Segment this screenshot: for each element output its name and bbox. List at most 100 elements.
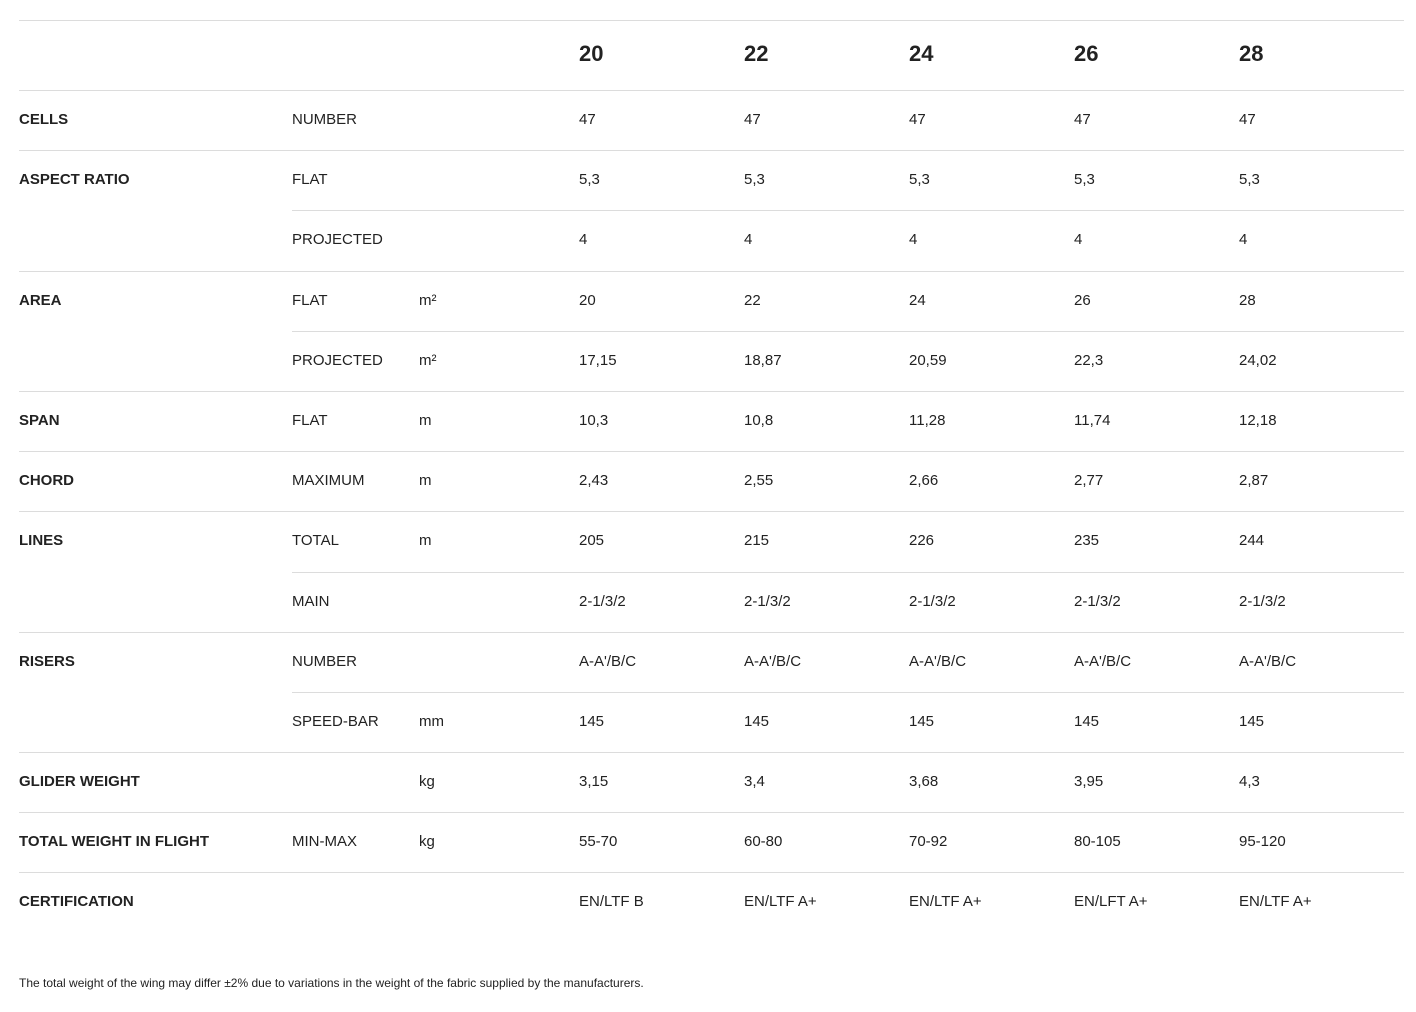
table-body: CELLS NUMBER 47 47 47 47 47 ASPECT RATIO FLAT 5,3… (19, 90, 1404, 933)
row-group-label: CELLS (19, 111, 69, 128)
divider (292, 571, 1404, 573)
value-cell: 4 (1239, 231, 1248, 249)
row-unit: m (419, 532, 432, 550)
row-group-label: ASPECT RATIO (19, 171, 130, 189)
value-cell: 145 (579, 712, 605, 730)
row-unit: mm (419, 712, 444, 730)
divider (19, 511, 1404, 513)
row-label: MAIN (292, 592, 330, 610)
value-cell: 47 (744, 111, 761, 128)
divider (19, 90, 1404, 91)
value-cell: 47 (1239, 111, 1256, 128)
row-group-label: GLIDER WEIGHT (19, 773, 140, 791)
value-cell: 2,77 (1074, 472, 1104, 490)
value-cell: 47 (909, 111, 926, 128)
value-cell: 80-105 (1074, 833, 1121, 851)
value-cell: EN/LFT A+ (1074, 893, 1148, 911)
table-row: MAIN 2-1/3/2 2-1/3/2 2-1/3/2 2-1/3/2 2-1/3/2 (19, 571, 1404, 632)
value-cell: 2-1/3/2 (909, 592, 956, 610)
value-cell: 55-70 (579, 833, 618, 851)
table-row: LINES TOTAL m 205 215 226 235 244 (19, 511, 1404, 571)
value-cell: 24 (909, 291, 926, 309)
row-unit: m (419, 411, 432, 429)
row-label: MIN-MAX (292, 833, 357, 851)
value-cell: 20,59 (909, 351, 947, 369)
row-label: PROJECTED (292, 351, 383, 369)
row-unit: m² (419, 291, 437, 309)
value-cell: 22 (744, 291, 761, 309)
value-cell: A-A'/B/C (1239, 652, 1297, 670)
row-unit: kg (419, 773, 435, 791)
value-cell: 12,18 (1239, 411, 1277, 429)
value-cell: 3,4 (744, 773, 765, 791)
row-group-label: CERTIFICATION (19, 893, 134, 911)
value-cell: 2-1/3/2 (579, 592, 626, 610)
value-cell: EN/LTF A+ (1239, 893, 1312, 911)
row-label: NUMBER (292, 111, 358, 128)
value-cell: 2,43 (579, 472, 609, 490)
specs-table: 20 22 24 26 28 CELLS NUMBER 47 47 47 47 47 ASPE… (19, 20, 1404, 933)
table-row: SPAN FLAT m 10,3 10,8 11,28 11,74 12,18 (19, 390, 1404, 451)
size-header: 28 (1239, 41, 1264, 66)
divider (19, 150, 1404, 152)
value-cell: EN/LTF A+ (744, 893, 817, 911)
row-label: FLAT (292, 171, 328, 189)
value-cell: EN/LTF B (579, 893, 644, 911)
value-cell: 226 (909, 532, 935, 550)
value-cell: 145 (744, 712, 770, 730)
value-cell: 4 (909, 231, 918, 249)
row-label: SPEED-BAR (292, 712, 379, 730)
row-group-label: AREA (19, 291, 62, 309)
row-label: TOTAL (292, 532, 339, 550)
value-cell: 2,87 (1239, 472, 1269, 490)
value-cell: 5,3 (909, 171, 930, 189)
row-label: NUMBER (292, 652, 358, 670)
table-row: ASPECT RATIO FLAT 5,3 5,3 5,3 5,3 5,3 (19, 150, 1404, 210)
value-cell: 205 (579, 532, 605, 550)
value-cell: 5,3 (1074, 171, 1095, 189)
value-cell: 145 (1239, 712, 1265, 730)
value-cell: 26 (1074, 291, 1091, 309)
value-cell: 3,95 (1074, 773, 1104, 791)
value-cell: 10,3 (579, 411, 609, 429)
divider (19, 451, 1404, 453)
value-cell: 10,8 (744, 411, 774, 429)
divider (19, 872, 1404, 874)
table-row: CELLS NUMBER 47 47 47 47 47 (19, 90, 1404, 150)
row-group-label: LINES (19, 532, 64, 550)
size-header: 22 (744, 41, 769, 66)
value-cell: 60-80 (744, 833, 783, 851)
value-cell: 18,87 (744, 351, 782, 369)
value-cell: EN/LTF A+ (909, 893, 982, 911)
value-cell: 11,74 (1074, 411, 1111, 429)
table-row: AREA FLAT m² 20 22 24 26 28 (19, 270, 1404, 331)
row-label: MAXIMUM (292, 472, 365, 490)
row-label: FLAT (292, 411, 328, 429)
row-unit: kg (419, 833, 435, 851)
value-cell: 145 (1074, 712, 1100, 730)
table-row: CERTIFICATION EN/LTF B EN/LTF A+ EN/LTF A+ E… (19, 872, 1404, 932)
value-cell: 2-1/3/2 (1239, 592, 1286, 610)
value-cell: 95-120 (1239, 833, 1286, 851)
value-cell: 28 (1239, 291, 1256, 309)
divider (19, 752, 1404, 754)
divider (19, 20, 1404, 21)
row-group-label: TOTAL WEIGHT IN FLIGHT (19, 833, 209, 851)
value-cell: 3,68 (909, 773, 939, 791)
divider (19, 812, 1404, 814)
value-cell: 5,3 (744, 171, 765, 189)
table-row: SPEED-BAR mm 145 145 145 145 145 (19, 691, 1404, 752)
value-cell: 4,3 (1239, 773, 1260, 791)
size-header: 26 (1074, 41, 1099, 66)
value-cell: A-A'/B/C (579, 652, 637, 670)
table-row: TOTAL WEIGHT IN FLIGHT MIN-MAX kg 55-70 60-8… (19, 812, 1404, 872)
value-cell: 4 (579, 231, 588, 249)
header-row: 20 22 24 26 28 (19, 20, 1404, 90)
value-cell: A-A'/B/C (909, 652, 967, 670)
value-cell: 3,15 (579, 773, 609, 791)
table-row: GLIDER WEIGHT kg 3,15 3,4 3,68 3,95 4,3 (19, 752, 1404, 812)
value-cell: 22,3 (1074, 351, 1104, 369)
value-cell: 2-1/3/2 (1074, 592, 1121, 610)
table-row: RISERS NUMBER A-A'/B/C A-A'/B/C A-A'/B/C A-A'… (19, 631, 1404, 692)
value-cell: 70-92 (909, 833, 948, 851)
